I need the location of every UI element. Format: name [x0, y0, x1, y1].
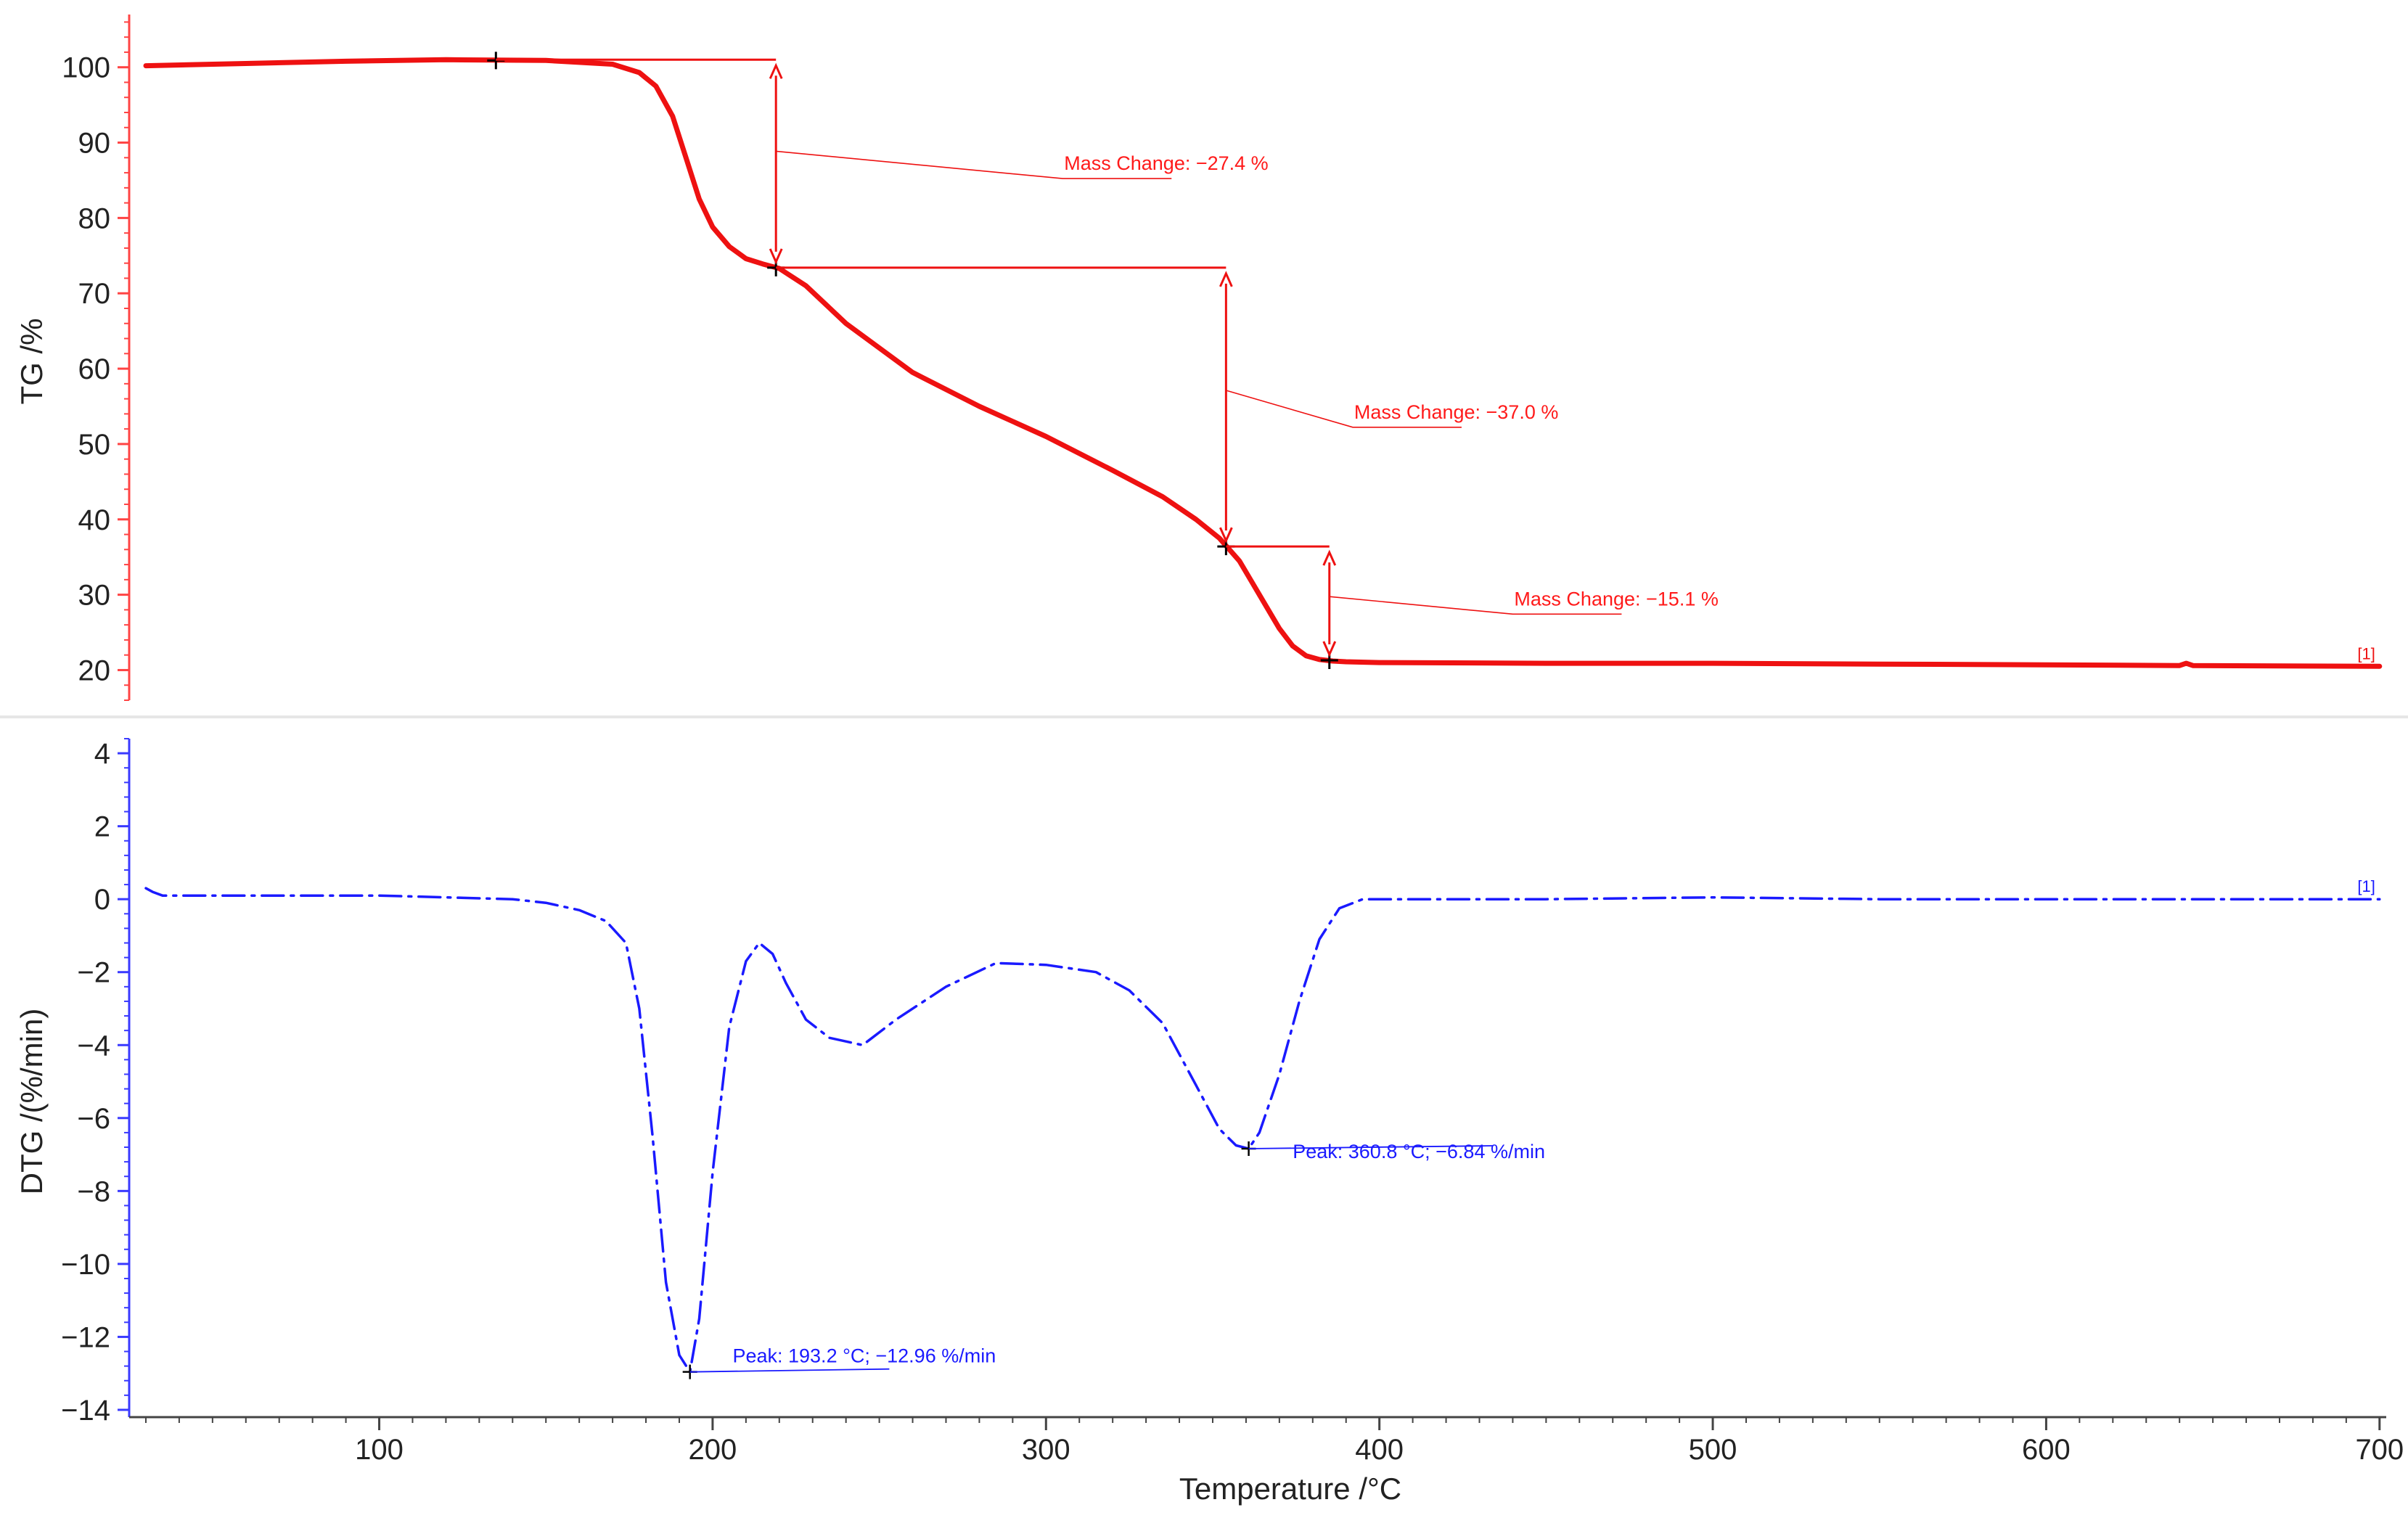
x-tick-label-500: 500	[1689, 1434, 1737, 1466]
tg-y-tick-label-80: 80	[78, 202, 111, 234]
tg-y-tick-label-100: 100	[62, 52, 110, 84]
dtg-y-tick-label-2: −2	[77, 957, 110, 989]
x-tick-label-600: 600	[2022, 1434, 2071, 1466]
dtg-y-tick-label-12: −12	[61, 1321, 110, 1353]
mass-change-arrowhead-up-2	[1322, 549, 1337, 566]
tg-curve-tag: [1]	[2357, 644, 2375, 662]
x-tick-label-700: 700	[2355, 1434, 2404, 1466]
tg-y-tick-label-60: 60	[78, 353, 111, 385]
dtg-peak-label-0: Peak: 193.2 °C; −12.96 %/min	[732, 1345, 996, 1367]
mass-change-label-2: Mass Change: −15.1 %	[1514, 588, 1718, 610]
dtg-y-tick-label-10: −10	[61, 1249, 110, 1281]
dtg-peak-leader-0	[689, 1368, 890, 1373]
tg-y-tick-label-40: 40	[78, 504, 111, 536]
tg-curve-0	[143, 57, 2383, 669]
dtg-y-tick-label-0: 0	[94, 884, 110, 916]
x-tick-label-400: 400	[1355, 1434, 1404, 1466]
dtg-y-axis-label: DTG /(%/min)	[15, 1009, 49, 1195]
tg-y-tick-label-50: 50	[78, 429, 111, 461]
tg-panel: 20 30 40 50 60 70 80 90 100 [1] Mass Change: −27.4…	[62, 15, 2383, 701]
mass-change-leader-0	[776, 150, 1172, 179]
mass-change-arrowhead-up-0	[769, 62, 783, 79]
mass-change-arrowhead-up-1	[1219, 271, 1233, 287]
dtg-y-tick-label-8: −8	[77, 1176, 110, 1207]
tg-y-tick-label-20: 20	[78, 655, 111, 686]
mass-change-arrowhead-down-2	[1322, 641, 1337, 657]
tg-y-tick-label-70: 70	[78, 278, 111, 310]
mass-change-label-1: Mass Change: −37.0 %	[1354, 401, 1558, 423]
x-tick-label-300: 300	[1022, 1434, 1070, 1466]
dtg-y-tick-label-4: −4	[77, 1030, 110, 1062]
mass-change-leader-1	[1226, 390, 1462, 428]
dtg-curve-tag: [1]	[2357, 877, 2375, 895]
x-axis-label: Temperature /°C	[1179, 1472, 1401, 1506]
mass-change-arrowhead-down-0	[769, 248, 783, 265]
dtg-curve-0	[144, 887, 2381, 1374]
x-tick-label-100: 100	[355, 1434, 404, 1466]
dtg-y-tick-label-14: −14	[61, 1395, 110, 1427]
mass-change-label-0: Mass Change: −27.4 %	[1064, 152, 1268, 174]
dtg-y-tick-label-2: 2	[94, 811, 110, 843]
dtg-y-tick-label-6: −6	[77, 1103, 110, 1135]
tg-y-axis-label: TG /%	[15, 318, 49, 404]
tg-y-tick-label-90: 90	[78, 128, 111, 160]
x-tick-label-200: 200	[689, 1434, 737, 1466]
dtg-y-tick-label-4: 4	[94, 738, 110, 770]
tg-y-tick-label-30: 30	[78, 580, 111, 612]
dtg-peak-leader-1	[1248, 1145, 1493, 1149]
mass-change-leader-2	[1329, 596, 1622, 615]
mass-change-arrowhead-down-1	[1219, 527, 1233, 543]
dtg-panel: −14 −12 −10 −8 −6 −4 −2 0 2 4 100 200 300 400 500 600 70…	[61, 738, 2404, 1466]
dtg-peak-label-1: Peak: 360.8 °C; −6.84 %/min	[1293, 1141, 1545, 1162]
